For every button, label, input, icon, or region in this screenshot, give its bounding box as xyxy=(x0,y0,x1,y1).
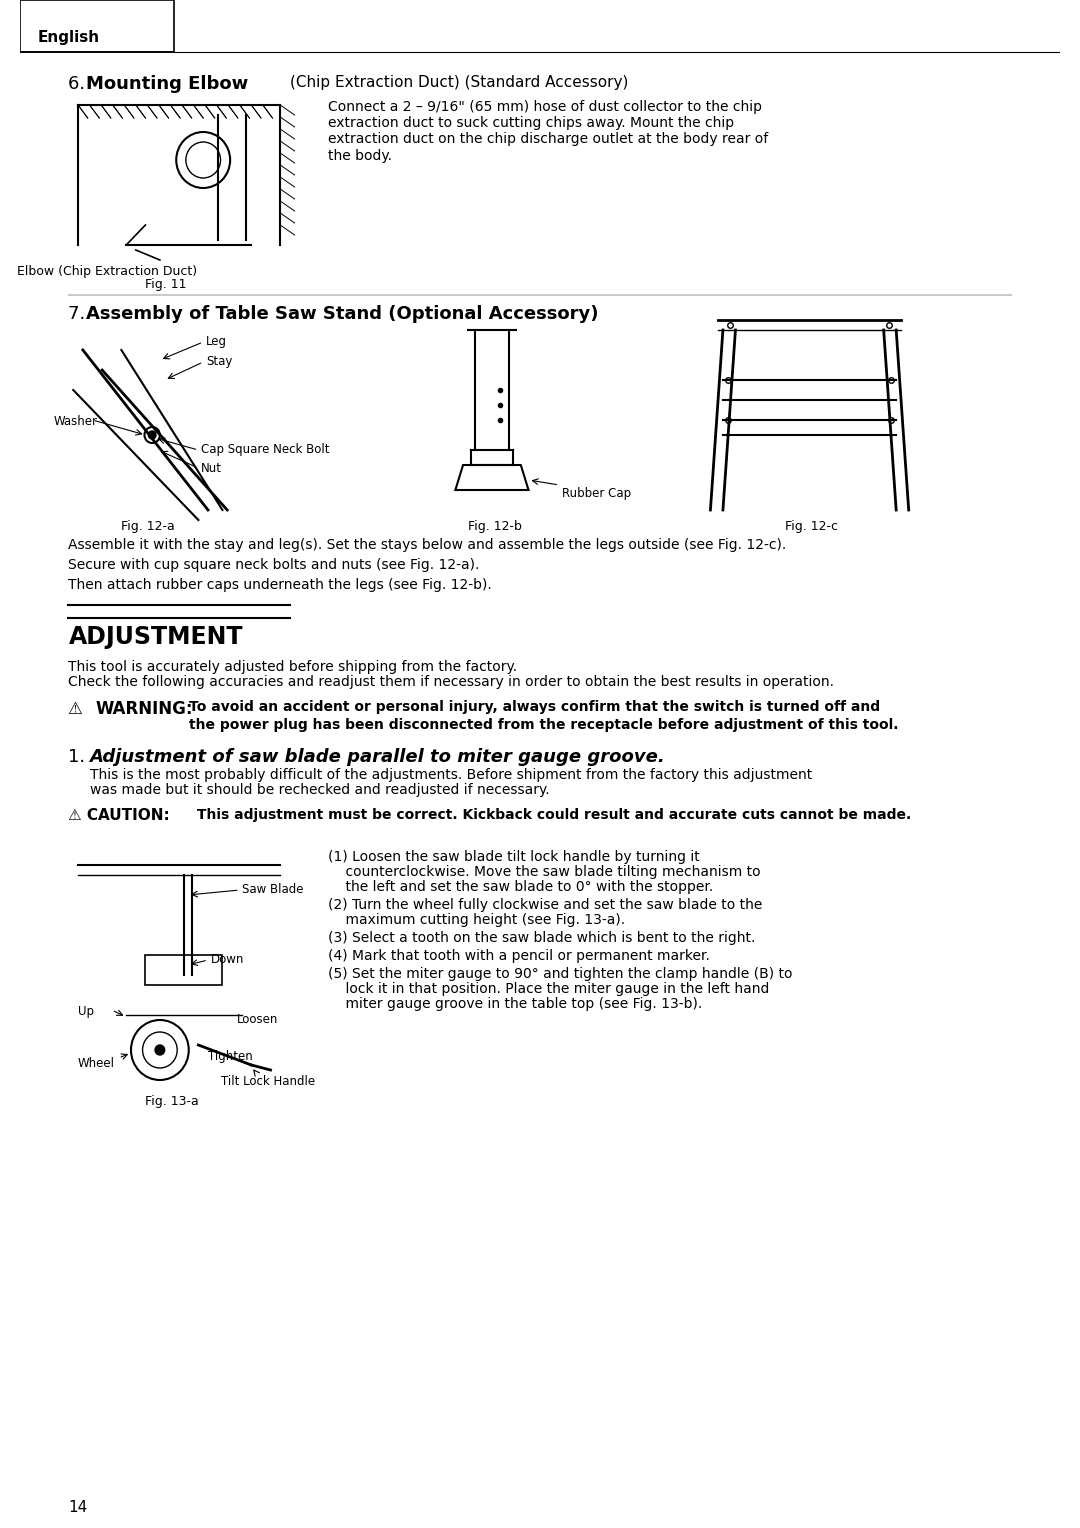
Text: Nut: Nut xyxy=(201,461,222,475)
FancyBboxPatch shape xyxy=(21,0,174,52)
Text: Loosen: Loosen xyxy=(237,1013,279,1025)
Text: Stay: Stay xyxy=(206,354,232,368)
Text: Tighten: Tighten xyxy=(208,1050,253,1063)
Text: To avoid an accident or personal injury, always confirm that the switch is turne: To avoid an accident or personal injury,… xyxy=(189,700,880,714)
Text: Then attach rubber caps underneath the legs (see Fig. 12-b).: Then attach rubber caps underneath the l… xyxy=(68,578,492,591)
Text: 1.: 1. xyxy=(68,749,97,766)
Text: Up: Up xyxy=(78,1005,94,1018)
Text: (4) Mark that tooth with a pencil or permanent marker.: (4) Mark that tooth with a pencil or per… xyxy=(328,949,711,963)
Text: Fig. 13-a: Fig. 13-a xyxy=(146,1096,199,1108)
Text: Down: Down xyxy=(211,953,244,966)
Text: Secure with cup square neck bolts and nuts (see Fig. 12-a).: Secure with cup square neck bolts and nu… xyxy=(68,558,480,571)
Text: Washer: Washer xyxy=(54,416,98,428)
Text: Fig. 11: Fig. 11 xyxy=(146,278,187,290)
Text: 7.: 7. xyxy=(68,306,97,322)
Text: Fig. 12-c: Fig. 12-c xyxy=(785,520,838,533)
Text: English: English xyxy=(38,31,99,44)
Text: ⚠: ⚠ xyxy=(68,700,89,718)
Text: was made but it should be rechecked and readjusted if necessary.: was made but it should be rechecked and … xyxy=(90,782,550,798)
Text: Fig. 12-a: Fig. 12-a xyxy=(121,520,175,533)
Circle shape xyxy=(148,431,156,439)
Text: Leg: Leg xyxy=(206,335,227,348)
Text: (2) Turn the wheel fully clockwise and set the saw blade to the: (2) Turn the wheel fully clockwise and s… xyxy=(328,898,762,912)
Text: This tool is accurately adjusted before shipping from the factory.: This tool is accurately adjusted before … xyxy=(68,660,517,674)
FancyBboxPatch shape xyxy=(146,955,222,986)
Text: This adjustment must be correct. Kickback could result and accurate cuts cannot : This adjustment must be correct. Kickbac… xyxy=(191,808,910,822)
Text: Saw Blade: Saw Blade xyxy=(242,883,303,895)
Text: counterclockwise. Move the saw blade tilting mechanism to: counterclockwise. Move the saw blade til… xyxy=(328,865,761,879)
Text: Assemble it with the stay and leg(s). Set the stays below and assemble the legs : Assemble it with the stay and leg(s). Se… xyxy=(68,538,786,552)
Text: Cap Square Neck Bolt: Cap Square Neck Bolt xyxy=(201,443,329,455)
Text: Tilt Lock Handle: Tilt Lock Handle xyxy=(220,1076,314,1088)
Text: Fig. 12-b: Fig. 12-b xyxy=(468,520,522,533)
Text: ⚠ CAUTION:: ⚠ CAUTION: xyxy=(68,808,175,824)
Text: ADJUSTMENT: ADJUSTMENT xyxy=(68,625,243,649)
Text: Check the following accuracies and readjust them if necessary in order to obtain: Check the following accuracies and readj… xyxy=(68,675,835,689)
Text: Connect a 2 – 9/16" (65 mm) hose of dust collector to the chip
extraction duct t: Connect a 2 – 9/16" (65 mm) hose of dust… xyxy=(328,99,769,162)
Text: 6.: 6. xyxy=(68,75,97,93)
Text: Adjustment of saw blade parallel to miter gauge groove.: Adjustment of saw blade parallel to mite… xyxy=(90,749,665,766)
Text: the left and set the saw blade to 0° with the stopper.: the left and set the saw blade to 0° wit… xyxy=(328,880,714,894)
Text: lock it in that position. Place the miter gauge in the left hand: lock it in that position. Place the mite… xyxy=(328,983,770,996)
Text: (5) Set the miter gauge to 90° and tighten the clamp handle (B) to: (5) Set the miter gauge to 90° and tight… xyxy=(328,967,793,981)
Text: Wheel: Wheel xyxy=(78,1057,116,1070)
Text: (3) Select a tooth on the saw blade which is bent to the right.: (3) Select a tooth on the saw blade whic… xyxy=(328,931,756,944)
Text: 14: 14 xyxy=(68,1500,87,1514)
Text: Mounting Elbow: Mounting Elbow xyxy=(85,75,254,93)
Text: (Chip Extraction Duct) (Standard Accessory): (Chip Extraction Duct) (Standard Accesso… xyxy=(289,75,629,90)
Text: the power plug has been disconnected from the receptacle before adjustment of th: the power plug has been disconnected fro… xyxy=(189,718,899,732)
Circle shape xyxy=(156,1045,164,1054)
Text: maximum cutting height (see Fig. 13-a).: maximum cutting height (see Fig. 13-a). xyxy=(328,914,625,927)
Text: WARNING:: WARNING: xyxy=(95,700,193,718)
Text: This is the most probably difficult of the adjustments. Before shipment from the: This is the most probably difficult of t… xyxy=(90,769,812,782)
Text: miter gauge groove in the table top (see Fig. 13-b).: miter gauge groove in the table top (see… xyxy=(328,996,703,1012)
Text: Elbow (Chip Extraction Duct): Elbow (Chip Extraction Duct) xyxy=(17,264,197,278)
Text: Assembly of Table Saw Stand (Optional Accessory): Assembly of Table Saw Stand (Optional Ac… xyxy=(85,306,598,322)
Text: Rubber Cap: Rubber Cap xyxy=(563,487,632,500)
Text: (1) Loosen the saw blade tilt lock handle by turning it: (1) Loosen the saw blade tilt lock handl… xyxy=(328,850,700,863)
